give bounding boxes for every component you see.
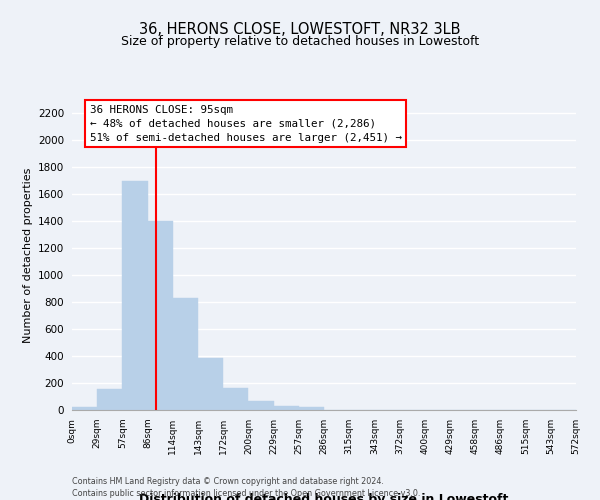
X-axis label: Distribution of detached houses by size in Lowestoft: Distribution of detached houses by size … <box>139 493 509 500</box>
Bar <box>198 358 223 410</box>
Bar <box>97 389 122 410</box>
Bar <box>173 298 198 410</box>
Bar <box>274 406 299 410</box>
Bar <box>122 181 148 410</box>
Bar <box>148 222 173 410</box>
Y-axis label: Number of detached properties: Number of detached properties <box>23 168 32 342</box>
Bar <box>299 408 324 410</box>
Text: Size of property relative to detached houses in Lowestoft: Size of property relative to detached ho… <box>121 35 479 48</box>
Text: 36, HERONS CLOSE, LOWESTOFT, NR32 3LB: 36, HERONS CLOSE, LOWESTOFT, NR32 3LB <box>139 22 461 38</box>
Bar <box>72 408 97 410</box>
Text: 36 HERONS CLOSE: 95sqm
← 48% of detached houses are smaller (2,286)
51% of semi-: 36 HERONS CLOSE: 95sqm ← 48% of detached… <box>89 104 401 142</box>
Text: Contains HM Land Registry data © Crown copyright and database right 2024.
Contai: Contains HM Land Registry data © Crown c… <box>72 476 421 498</box>
Bar <box>223 388 248 410</box>
Bar <box>248 401 274 410</box>
